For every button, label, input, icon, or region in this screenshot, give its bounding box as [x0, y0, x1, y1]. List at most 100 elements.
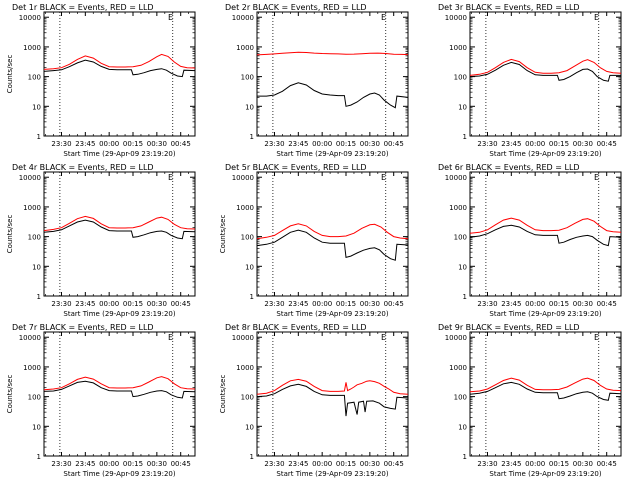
x-tick-label: 23:45: [501, 300, 521, 308]
y-tick-label: 100: [28, 74, 41, 82]
x-tick-label: 00:00: [99, 460, 119, 468]
x-axis-label: Start Time (29-Apr-09 23:19:20): [276, 310, 388, 318]
x-tick-label: 00:45: [597, 140, 617, 148]
x-tick-label: 00:00: [525, 460, 545, 468]
series-line-black: [256, 383, 409, 417]
detector-panel-3: Det 3r BLACK = Events, RED = LLD 1 10 100 10…: [438, 3, 622, 158]
x-axis-label: Start Time (29-Apr-09 23:19:20): [489, 470, 601, 478]
plot-frame: [256, 171, 409, 297]
x-tick-label: 00:45: [171, 140, 191, 148]
x-tick-label: 00:15: [336, 140, 356, 148]
corner-mark: E: [381, 173, 386, 182]
series-line-black: [43, 59, 196, 78]
y-tick-label: 1: [463, 133, 467, 141]
y-tick-label: 100: [28, 394, 41, 402]
y-tick-label: 1: [463, 293, 467, 301]
x-tick-label: 23:30: [51, 140, 71, 148]
series-line-red: [43, 215, 196, 232]
y-tick-label: 10: [245, 263, 254, 271]
x-tick-label: 00:00: [99, 140, 119, 148]
detector-panel-8: Det 8r BLACK = Events, RED = LLD 1 10 100 10…: [219, 323, 409, 478]
x-tick-label: 23:45: [75, 300, 95, 308]
panel-title: Det 7r BLACK = Events, RED = LLD: [12, 323, 154, 332]
y-tick-label: 1: [37, 453, 41, 461]
y-axis-label: Counts/sec: [219, 375, 227, 414]
x-tick-label: 00:30: [360, 460, 380, 468]
plot-frame: [256, 11, 409, 137]
plot-frame: [43, 171, 196, 297]
y-tick-label: 10: [458, 263, 467, 271]
detector-panel-7: Det 7r BLACK = Events, RED = LLD 1 10 100 10…: [6, 323, 196, 478]
y-tick-label: 100: [454, 74, 467, 82]
y-tick-label: 1: [463, 453, 467, 461]
series-line-red: [43, 53, 196, 70]
y-tick-label: 1: [250, 133, 254, 141]
x-tick-label: 23:45: [288, 140, 308, 148]
detector-panel-9: Det 9r BLACK = Events, RED = LLD 1 10 100 10…: [438, 323, 622, 478]
x-tick-label: 00:45: [384, 300, 404, 308]
y-tick-label: 1: [37, 293, 41, 301]
series-line-red: [43, 376, 196, 391]
x-tick-label: 00:00: [99, 300, 119, 308]
y-axis-label: Counts/sec: [6, 215, 14, 254]
x-axis-label: Start Time (29-Apr-09 23:19:20): [63, 150, 175, 158]
x-tick-label: 23:45: [288, 460, 308, 468]
y-tick-label: 1000: [236, 44, 254, 52]
x-tick-label: 23:45: [288, 300, 308, 308]
x-tick-label: 00:30: [147, 140, 167, 148]
y-tick-label: 1000: [449, 204, 467, 212]
y-axis-label: Counts/sec: [219, 215, 227, 254]
x-tick-label: 23:30: [51, 460, 71, 468]
series-line-red: [469, 58, 622, 76]
corner-mark: E: [168, 333, 173, 342]
y-tick-label: 1000: [23, 204, 41, 212]
y-axis-label: Counts/sec: [6, 375, 14, 414]
x-tick-label: 23:30: [264, 460, 284, 468]
x-tick-label: 00:00: [312, 460, 332, 468]
x-axis-label: Start Time (29-Apr-09 23:19:20): [63, 310, 175, 318]
x-tick-label: 00:15: [123, 300, 143, 308]
series-line-red: [469, 377, 622, 393]
x-tick-label: 00:15: [336, 300, 356, 308]
y-tick-label: 100: [454, 394, 467, 402]
x-tick-label: 00:15: [336, 460, 356, 468]
x-tick-label: 23:30: [264, 140, 284, 148]
panel-title: Det 8r BLACK = Events, RED = LLD: [225, 323, 367, 332]
y-tick-label: 10: [458, 103, 467, 111]
x-axis-label: Start Time (29-Apr-09 23:19:20): [489, 150, 601, 158]
y-tick-label: 10000: [232, 174, 254, 182]
y-tick-label: 10000: [19, 334, 41, 342]
detector-panel-2: Det 2r BLACK = Events, RED = LLD 1 10 100 10…: [225, 3, 409, 158]
x-tick-label: 00:15: [549, 460, 569, 468]
x-tick-label: 00:15: [123, 140, 143, 148]
x-tick-label: 00:00: [312, 300, 332, 308]
x-tick-label: 00:15: [123, 460, 143, 468]
x-tick-label: 00:45: [171, 300, 191, 308]
series-line-red: [256, 378, 409, 395]
x-tick-label: 23:30: [477, 460, 497, 468]
y-tick-label: 10000: [445, 14, 467, 22]
corner-mark: E: [168, 13, 173, 22]
y-tick-label: 100: [241, 234, 254, 242]
y-tick-label: 1000: [23, 44, 41, 52]
y-tick-label: 10000: [232, 334, 254, 342]
x-axis-label: Start Time (29-Apr-09 23:19:20): [276, 150, 388, 158]
x-tick-label: 23:45: [501, 460, 521, 468]
corner-mark: E: [594, 13, 599, 22]
series-line-red: [256, 223, 409, 240]
y-tick-label: 1000: [449, 44, 467, 52]
x-axis-label: Start Time (29-Apr-09 23:19:20): [489, 310, 601, 318]
x-tick-label: 23:30: [477, 140, 497, 148]
x-tick-label: 00:30: [147, 460, 167, 468]
x-tick-label: 23:30: [477, 300, 497, 308]
y-tick-label: 1000: [23, 364, 41, 372]
detector-panel-4: Det 4r BLACK = Events, RED = LLD 1 10 100 10…: [6, 163, 196, 318]
x-tick-label: 00:15: [549, 140, 569, 148]
y-tick-label: 10: [245, 103, 254, 111]
x-tick-label: 23:30: [264, 300, 284, 308]
y-tick-label: 10: [245, 423, 254, 431]
panel-title: Det 4r BLACK = Events, RED = LLD: [12, 163, 154, 172]
corner-mark: E: [381, 333, 386, 342]
plot-frame: [469, 171, 622, 297]
y-tick-label: 1: [37, 133, 41, 141]
